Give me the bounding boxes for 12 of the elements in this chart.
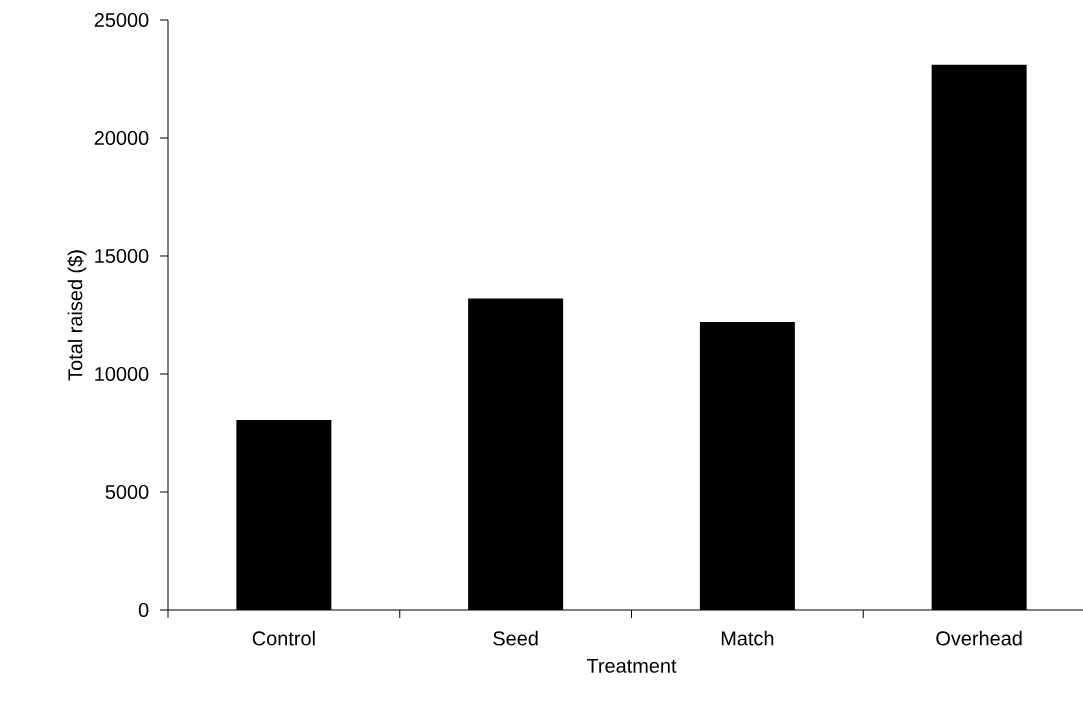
y-tick-label: 20000: [94, 130, 149, 146]
y-tick-label: 10000: [95, 366, 149, 382]
y-tick-label: 5000: [105, 484, 149, 500]
y-axis-title: Total raised ($): [67, 250, 87, 381]
y-tick-label: 0: [138, 602, 149, 618]
y-tick-label: 15000: [95, 248, 149, 264]
y-tick-label: 25000: [94, 12, 149, 28]
x-tick-label: Overhead: [936, 630, 1022, 646]
x-tick-label: Seed: [493, 630, 538, 646]
x-axis-title: Treatment: [586, 658, 677, 673]
x-tick-label: Control: [252, 630, 315, 646]
x-tick-label: Match: [721, 630, 774, 646]
